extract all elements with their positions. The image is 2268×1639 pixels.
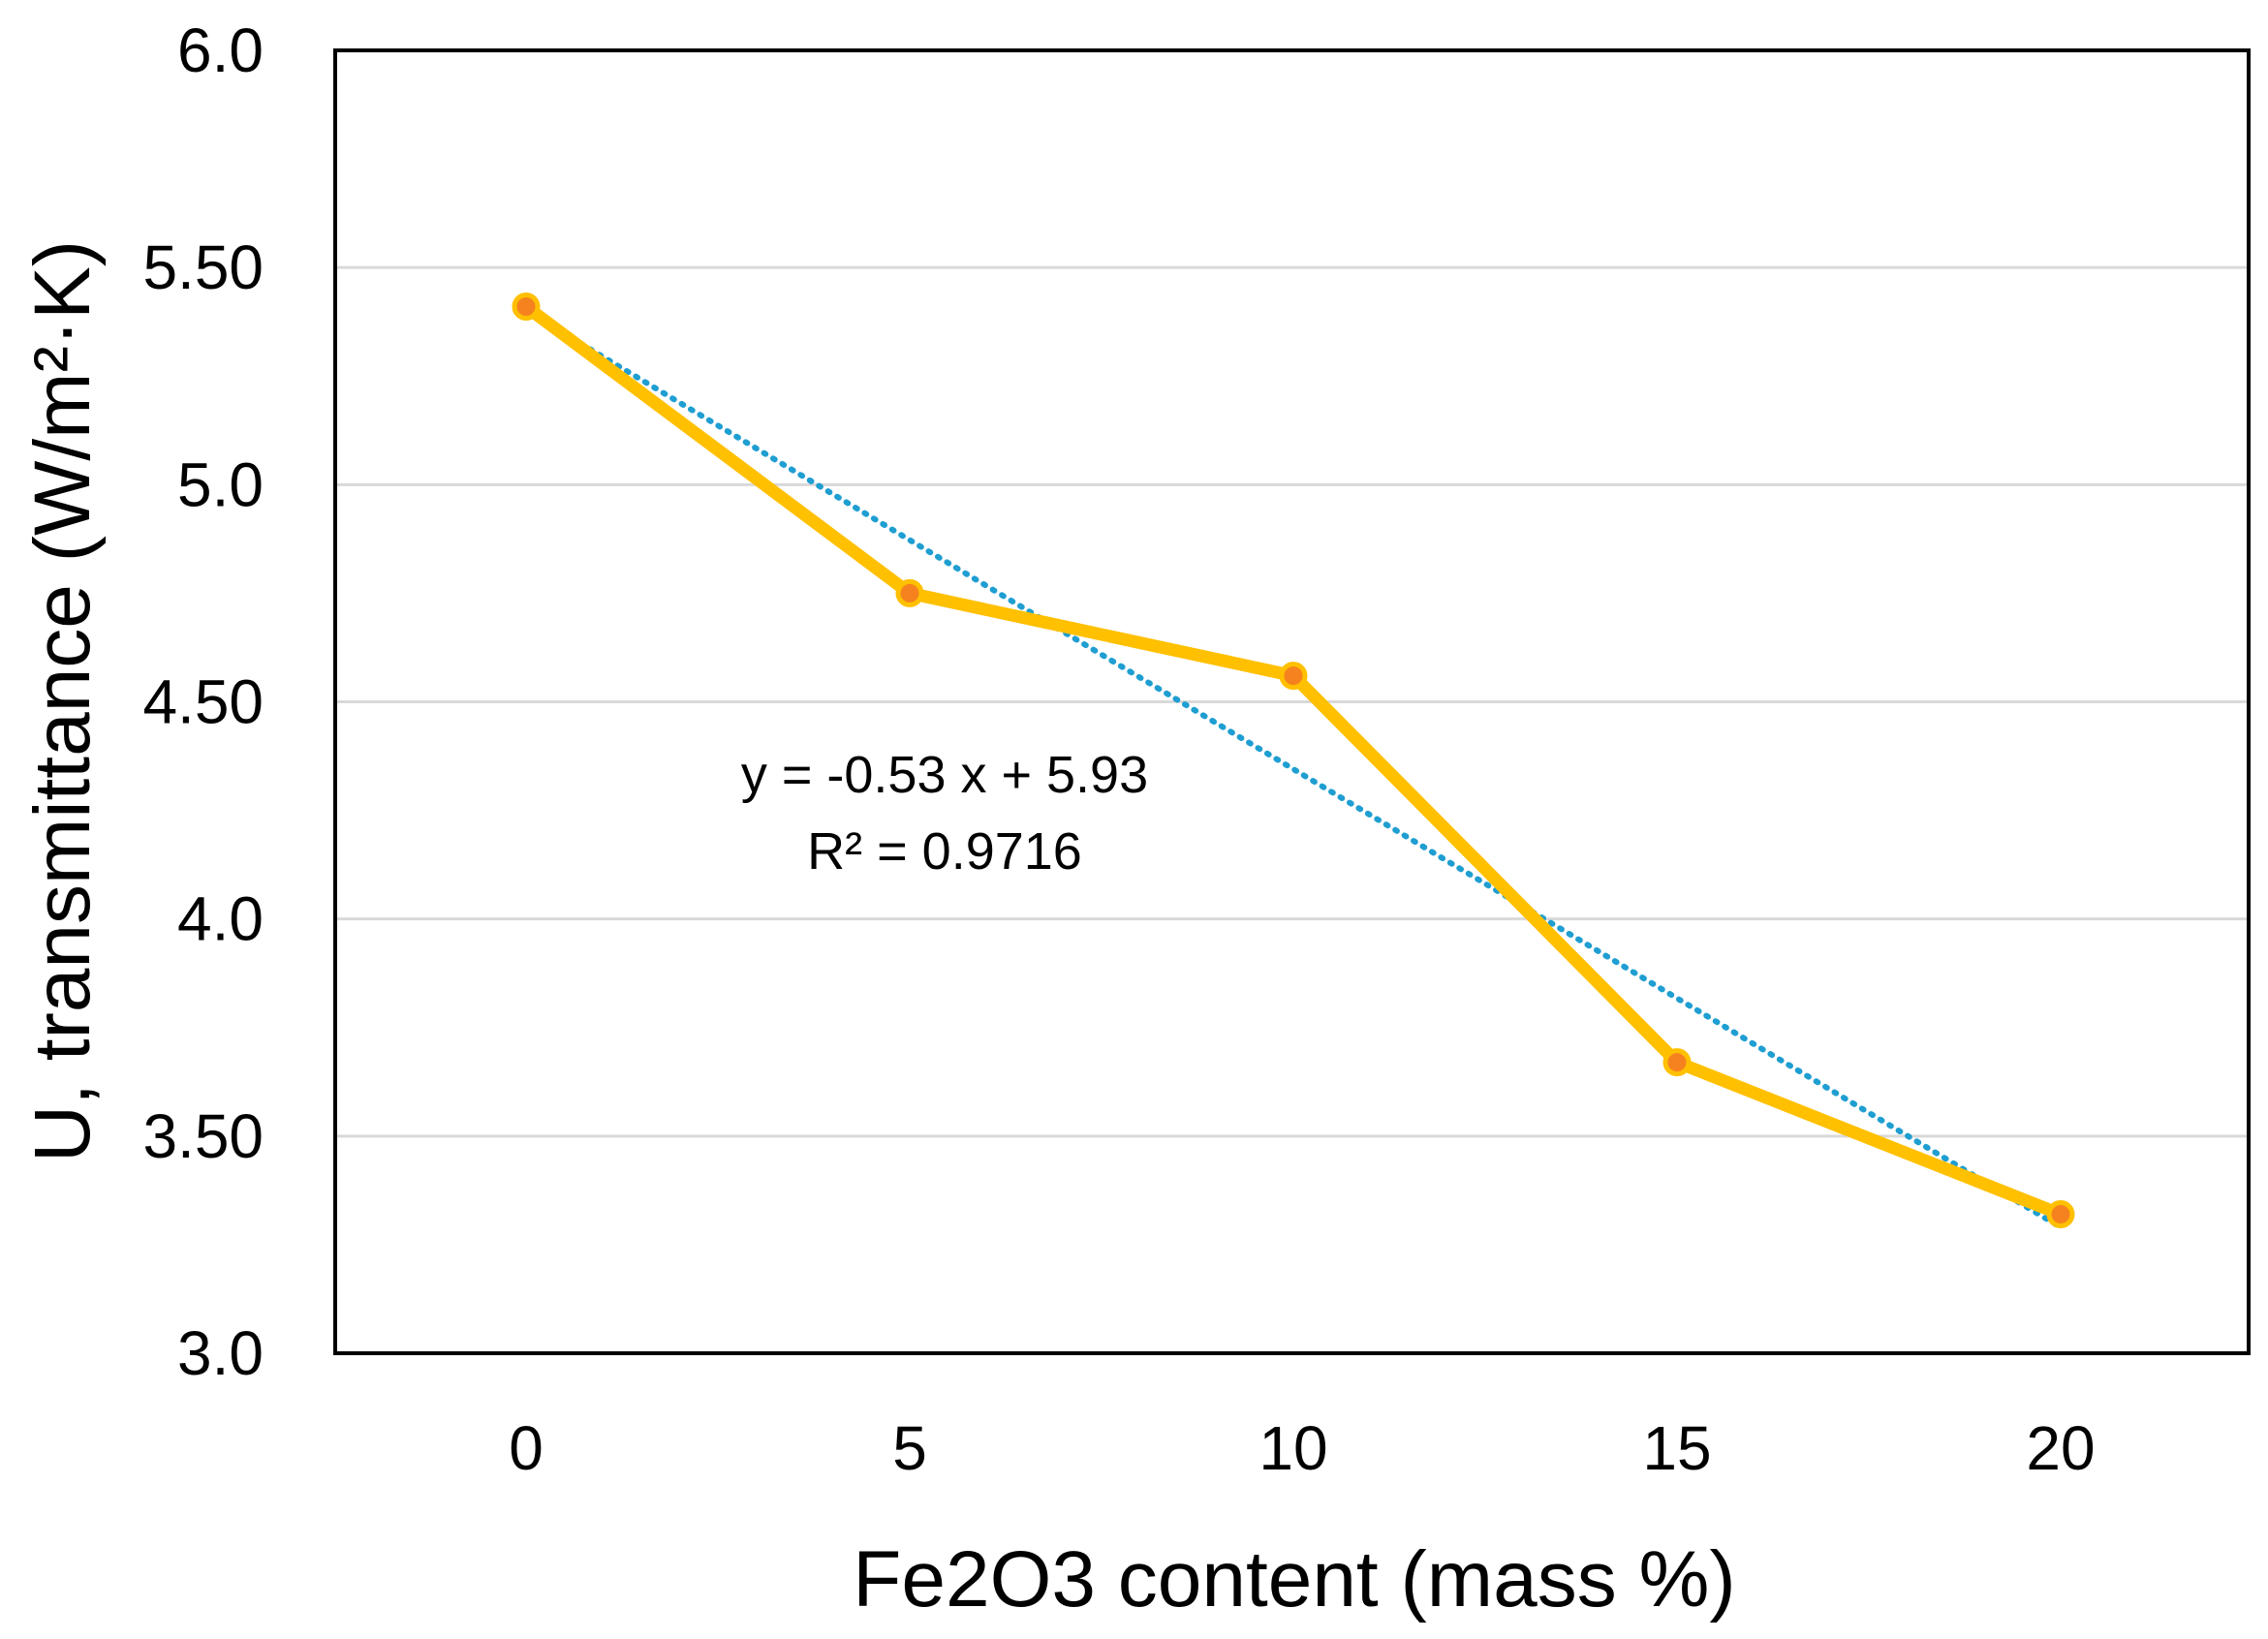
data-point <box>1279 662 1308 691</box>
y-axis-title: U, transmittance (W/m²·K) <box>18 240 107 1162</box>
data-point <box>2046 1200 2075 1229</box>
x-tick-label: 15 <box>1642 1413 1711 1483</box>
y-tick-label: 4.50 <box>142 667 264 737</box>
data-point <box>895 578 924 607</box>
trendline <box>523 308 2064 1230</box>
y-tick-label: 6.0 <box>177 15 264 85</box>
x-axis-ticks: 0 5 10 15 20 <box>509 1413 2095 1483</box>
y-tick-label: 5.0 <box>177 449 264 519</box>
y-tick-label: 3.50 <box>142 1101 264 1171</box>
plot-area-frame <box>333 48 2251 1355</box>
x-tick-label: 10 <box>1258 1413 1327 1483</box>
markers-group <box>512 293 2075 1229</box>
x-axis-title: Fe2O3 content (mass %) <box>853 1535 1735 1624</box>
y-axis-ticks: 3.0 3.50 4.0 4.50 5.0 5.50 6.0 <box>142 15 264 1388</box>
trendline-group <box>523 308 2064 1230</box>
y-tick-label: 5.50 <box>142 232 264 302</box>
x-tick-label: 20 <box>2026 1413 2095 1483</box>
data-point <box>1662 1048 1692 1077</box>
x-tick-label: 5 <box>892 1413 927 1483</box>
data-point <box>512 293 541 322</box>
trendline-equation: y = -0.53 x + 5.93 <box>741 746 1148 804</box>
trendline-r-squared: R² = 0.9716 <box>807 822 1082 881</box>
gridlines <box>335 265 2249 1138</box>
y-tick-label: 3.0 <box>177 1318 264 1388</box>
y-tick-label: 4.0 <box>177 884 264 954</box>
x-tick-label: 0 <box>509 1413 544 1483</box>
